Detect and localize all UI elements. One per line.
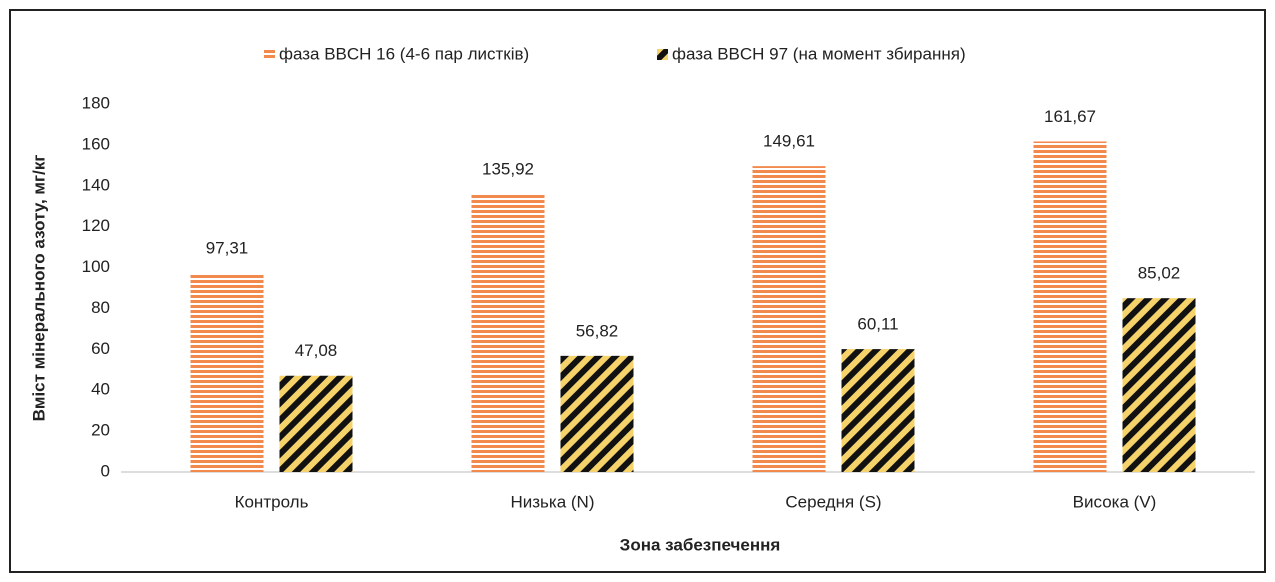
y-tick-label: 60 (91, 339, 110, 358)
data-label: 161,67 (1044, 107, 1096, 126)
y-tick-label: 20 (91, 421, 110, 440)
bar (471, 194, 545, 472)
legend-label: фаза BBCH 97 (на момент збирання) (672, 44, 966, 63)
data-label: 47,08 (295, 341, 338, 360)
x-tick-label: Низька (N) (510, 492, 594, 511)
legend-swatch (264, 49, 275, 60)
data-label: 60,11 (857, 315, 898, 334)
x-tick-label: Середня (S) (785, 492, 881, 511)
y-tick-label: 140 (82, 175, 110, 194)
y-tick-label: 40 (91, 380, 110, 399)
x-axis-title: Зона забезпечення (620, 535, 781, 554)
y-tick-label: 100 (82, 257, 110, 276)
data-label: 97,31 (206, 239, 249, 258)
x-tick-label: Контроль (235, 492, 309, 511)
bar (841, 349, 915, 472)
y-tick-label: 120 (82, 216, 110, 235)
bar (1122, 298, 1196, 472)
y-tick-label: 0 (101, 461, 110, 480)
data-label: 56,82 (576, 321, 619, 340)
y-axis-title: Вміст мінерального азоту, мг/кг (29, 155, 48, 422)
data-label: 149,61 (763, 132, 815, 151)
bar (560, 355, 634, 472)
legend-label: фаза BBCH 16 (4-6 пар листків) (279, 44, 529, 63)
x-tick-label: Висока (V) (1073, 492, 1157, 511)
bar (752, 166, 826, 472)
bar (279, 375, 353, 472)
y-tick-label: 180 (82, 93, 110, 112)
y-tick-label: 80 (91, 298, 110, 317)
data-label: 135,92 (482, 160, 534, 179)
bar (190, 273, 264, 472)
data-label: 85,02 (1138, 264, 1181, 283)
legend-swatch (657, 49, 668, 60)
bar (1033, 141, 1107, 472)
y-tick-label: 160 (82, 134, 110, 153)
